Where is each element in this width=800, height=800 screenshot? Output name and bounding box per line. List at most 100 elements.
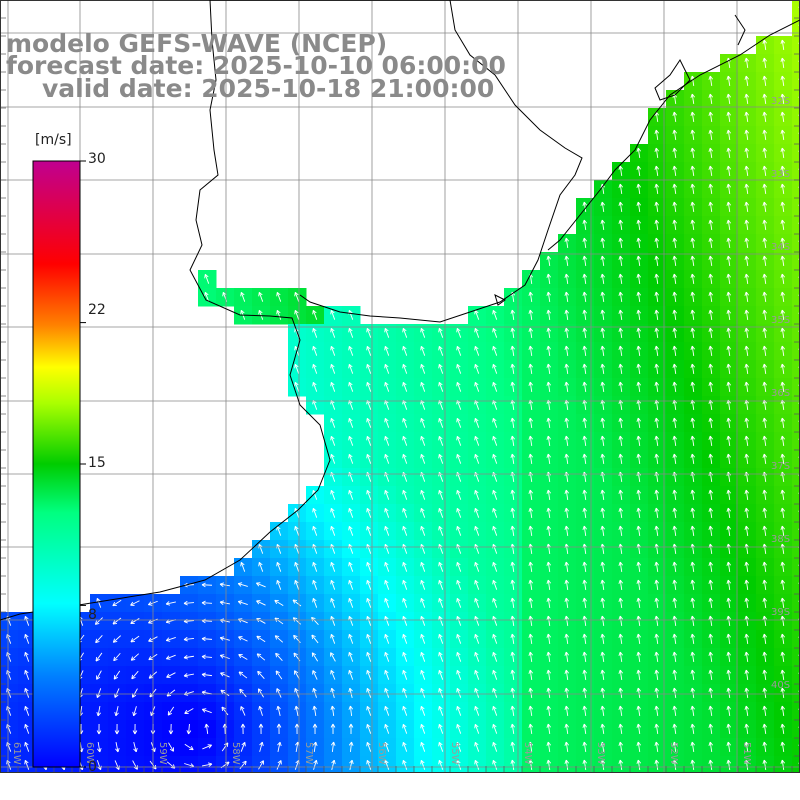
wind-arrow	[672, 453, 678, 465]
wind-arrow	[546, 615, 552, 627]
wind-arrow	[510, 633, 516, 645]
wind-cell	[162, 756, 181, 773]
wind-arrow	[600, 507, 606, 519]
wind-arrow	[238, 654, 248, 660]
wind-arrow	[708, 687, 714, 699]
wind-arrow	[762, 255, 768, 267]
wind-arrow	[780, 291, 786, 303]
wind-arrow	[474, 327, 480, 338]
wind-arrow	[636, 597, 642, 609]
wind-arrow	[366, 327, 372, 338]
wind-arrow	[366, 687, 372, 698]
wind-arrow	[510, 705, 516, 717]
wind-arrow	[330, 345, 336, 356]
wind-arrow	[690, 489, 696, 501]
wind-cell	[792, 108, 800, 127]
wind-arrow	[402, 561, 408, 572]
wind-arrow	[564, 237, 570, 249]
wind-arrow	[528, 417, 534, 429]
wind-arrow	[546, 417, 552, 429]
wind-arrow	[600, 669, 606, 681]
wind-arrow	[780, 219, 786, 231]
wind-arrow	[582, 615, 588, 627]
wind-arrow	[708, 633, 714, 645]
wind-arrow	[690, 579, 696, 591]
wind-arrow	[366, 669, 372, 680]
wind-arrow	[402, 651, 408, 662]
wind-cell	[792, 468, 800, 487]
wind-arrow	[600, 309, 606, 321]
wind-arrow	[384, 435, 390, 446]
bottom-margin	[0, 773, 800, 800]
wind-arrow	[582, 705, 588, 717]
wind-arrow	[582, 345, 588, 357]
coastline	[0, 0, 800, 621]
wind-arrow	[510, 651, 516, 663]
wind-arrow	[276, 705, 281, 716]
wind-arrow	[510, 417, 516, 429]
wind-arrow	[546, 723, 552, 735]
wind-arrow	[402, 543, 408, 554]
wind-arrow	[546, 687, 552, 699]
wind-arrow	[672, 417, 678, 429]
wind-arrow	[456, 525, 462, 536]
wind-arrow	[672, 489, 678, 501]
wind-arrow	[95, 652, 103, 662]
wind-arrow	[636, 525, 642, 537]
wind-arrow	[564, 273, 570, 285]
wind-arrow	[564, 255, 570, 267]
wind-arrow	[618, 363, 624, 375]
wind-arrow	[636, 273, 642, 285]
wind-arrow	[762, 597, 768, 609]
wind-arrow	[618, 759, 624, 771]
wind-arrow	[258, 760, 264, 770]
wind-arrow	[276, 760, 282, 770]
wind-arrow	[366, 507, 372, 518]
wind-arrow	[438, 723, 444, 734]
wind-arrow	[672, 219, 678, 231]
wind-arrow	[420, 723, 426, 734]
wind-arrow	[618, 327, 624, 339]
wind-arrow	[220, 689, 230, 697]
wind-arrow	[24, 651, 30, 662]
wind-arrow	[672, 741, 678, 753]
wind-arrow	[528, 525, 534, 537]
wind-arrow	[438, 669, 444, 680]
wind-arrow	[636, 453, 642, 465]
wind-arrow	[276, 309, 282, 320]
wind-arrow	[510, 525, 516, 537]
wind-arrow	[654, 345, 660, 357]
wind-arrow	[330, 381, 336, 392]
wind-arrow	[24, 759, 30, 770]
wind-arrow	[438, 597, 444, 608]
wind-arrow	[474, 381, 480, 392]
wind-arrow	[348, 705, 354, 717]
wind-arrow	[690, 327, 696, 339]
wind-arrow	[201, 708, 212, 714]
wind-arrow	[528, 363, 534, 375]
wind-arrow	[762, 201, 768, 213]
wind-arrow	[780, 741, 786, 753]
wind-arrow	[402, 579, 408, 590]
wind-arrow	[240, 561, 246, 572]
wind-arrow	[528, 741, 534, 753]
wind-arrow	[546, 327, 552, 339]
wind-arrow	[726, 327, 732, 339]
wind-arrow	[582, 273, 588, 285]
wind-arrow	[330, 525, 336, 536]
wind-arrow	[474, 669, 480, 680]
wind-arrow	[219, 600, 230, 605]
wind-arrow	[690, 561, 696, 573]
wind-arrow	[402, 417, 408, 428]
wind-arrow	[564, 741, 570, 753]
wind-arrow	[528, 381, 534, 393]
wind-arrow	[402, 741, 408, 752]
wind-arrow	[744, 561, 750, 573]
wind-arrow	[366, 759, 372, 770]
wind-arrow	[618, 489, 624, 501]
wind-arrow	[744, 327, 750, 339]
wind-cell	[792, 486, 800, 505]
wind-arrow	[130, 653, 140, 661]
wind-cell	[792, 450, 800, 469]
wind-arrow	[672, 327, 678, 339]
